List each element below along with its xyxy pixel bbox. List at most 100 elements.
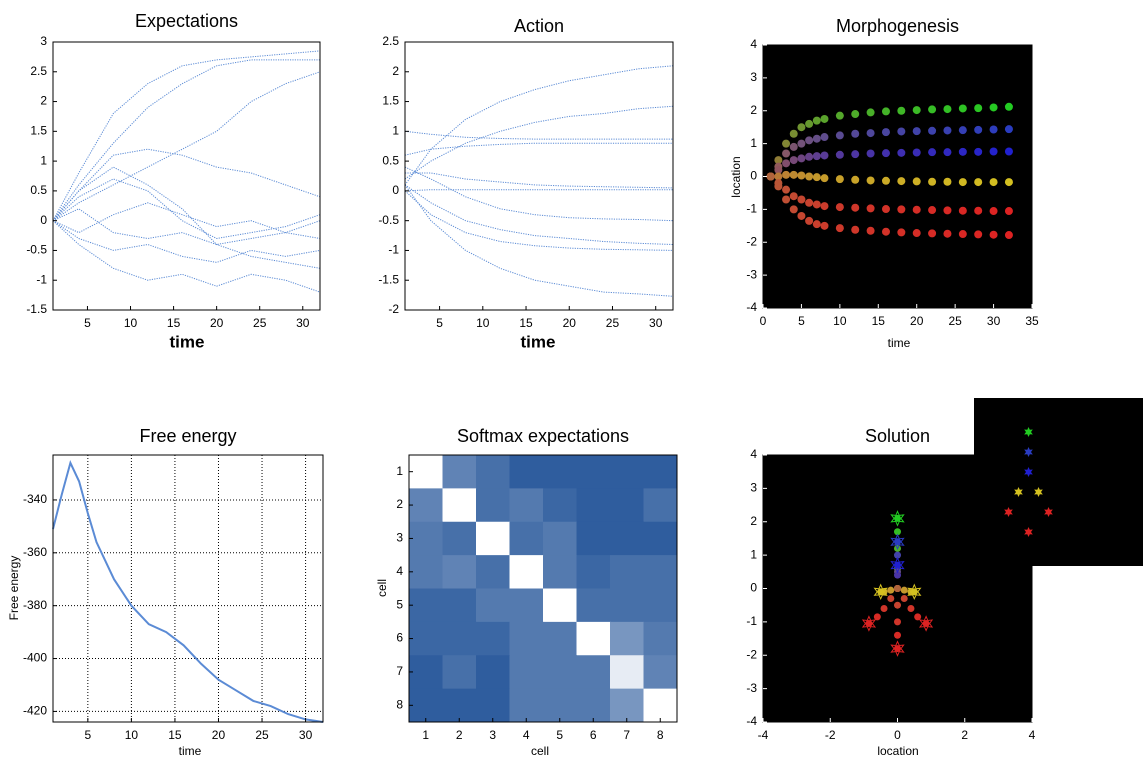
y-tick-label: 2 xyxy=(40,94,47,108)
dot xyxy=(943,177,952,186)
y-tick-label: 2 xyxy=(750,514,757,528)
dot xyxy=(797,195,806,204)
heatmap-cell xyxy=(409,555,443,589)
dot xyxy=(974,206,983,215)
dot xyxy=(805,172,814,181)
dot xyxy=(766,172,775,181)
x-tick-label: 5 xyxy=(798,314,805,328)
dot xyxy=(943,229,952,238)
dot xyxy=(897,106,906,115)
y-axis-label: Free energy xyxy=(7,556,21,621)
heatmap-cell xyxy=(476,655,510,690)
dot xyxy=(820,174,829,183)
chart-title: Solution xyxy=(865,426,930,446)
y-tick-label: 2.5 xyxy=(30,64,47,78)
heatmap-cell xyxy=(610,688,644,723)
dot xyxy=(958,178,967,187)
dot xyxy=(835,111,844,120)
dot xyxy=(774,182,783,191)
dot xyxy=(894,551,901,559)
dot xyxy=(928,148,937,157)
heatmap-cell xyxy=(576,488,611,523)
axes-frame xyxy=(52,41,321,311)
heatmap-cell xyxy=(409,688,443,723)
heatmap-cell xyxy=(643,555,678,589)
heatmap-cell xyxy=(576,588,611,623)
heatmap-cell xyxy=(576,655,611,690)
heatmap-cell xyxy=(543,555,577,589)
y-tick-label: -380 xyxy=(23,598,47,612)
dot xyxy=(958,104,967,113)
dot xyxy=(881,205,890,214)
dot xyxy=(922,620,930,628)
dot xyxy=(910,588,918,596)
dot xyxy=(943,206,952,215)
x-axis-label: time xyxy=(888,336,911,350)
x-tick-label: 3 xyxy=(489,728,496,742)
heatmap-cell xyxy=(643,521,678,556)
heatmap-cell xyxy=(576,621,611,656)
x-tick-label: 15 xyxy=(872,314,886,328)
dot xyxy=(897,228,906,237)
dot xyxy=(900,595,908,603)
y-tick-label: 2.5 xyxy=(382,34,399,48)
line xyxy=(404,142,673,156)
y-tick-label: -4 xyxy=(746,714,757,728)
dot xyxy=(894,601,901,609)
y-tick-label: -1 xyxy=(746,202,757,216)
end-star xyxy=(861,615,877,632)
heatmap-cell xyxy=(409,488,443,523)
dot xyxy=(894,538,901,546)
dot xyxy=(774,172,783,181)
y-tick-label: -2 xyxy=(746,234,757,248)
dot xyxy=(1004,102,1013,111)
dot xyxy=(974,230,983,239)
y-tick-label: -4 xyxy=(746,300,757,314)
dot xyxy=(894,618,901,626)
heatmap-cell xyxy=(576,555,611,589)
heatmap-cell xyxy=(442,655,477,690)
heatmap-cell xyxy=(509,655,544,690)
heatmap-cell xyxy=(543,621,577,656)
dot xyxy=(797,171,806,180)
dot xyxy=(789,156,798,165)
dot xyxy=(797,154,806,163)
y-tick-label: 5 xyxy=(396,597,403,611)
y-tick-label: 0 xyxy=(392,183,399,197)
dot xyxy=(812,116,821,125)
line xyxy=(52,50,321,221)
heatmap-cell xyxy=(509,588,544,623)
dot xyxy=(866,226,875,235)
heatmap-cell xyxy=(610,488,644,523)
dot xyxy=(912,205,921,214)
plot-area xyxy=(405,42,673,310)
x-tick-label: 20 xyxy=(210,316,224,330)
dot xyxy=(1004,207,1013,216)
heatmap-cell xyxy=(409,521,443,556)
y-tick-label: 1.5 xyxy=(30,124,47,138)
dot xyxy=(928,126,937,135)
dot xyxy=(877,588,885,596)
x-axis-label: location xyxy=(877,744,918,758)
heatmap-cell xyxy=(643,655,678,690)
y-tick-label: 3 xyxy=(750,70,757,84)
x-axis-label: time xyxy=(179,744,202,758)
heatmap-cell xyxy=(610,455,644,489)
x-tick-label: 2 xyxy=(961,728,968,742)
dot xyxy=(974,104,983,113)
x-tick-label: 20 xyxy=(563,316,577,330)
dot xyxy=(866,129,875,138)
y-tick-label: 2 xyxy=(750,103,757,117)
heatmap-cell xyxy=(476,455,510,489)
y-tick-label: 6 xyxy=(396,631,403,645)
dot xyxy=(880,605,888,613)
dot xyxy=(812,220,821,229)
x-tick-label: 15 xyxy=(167,316,181,330)
dot xyxy=(789,142,798,151)
heatmap-cell xyxy=(442,588,477,623)
plot-area xyxy=(53,455,323,722)
line xyxy=(52,460,324,723)
dot xyxy=(782,149,791,158)
dot xyxy=(1004,147,1013,156)
